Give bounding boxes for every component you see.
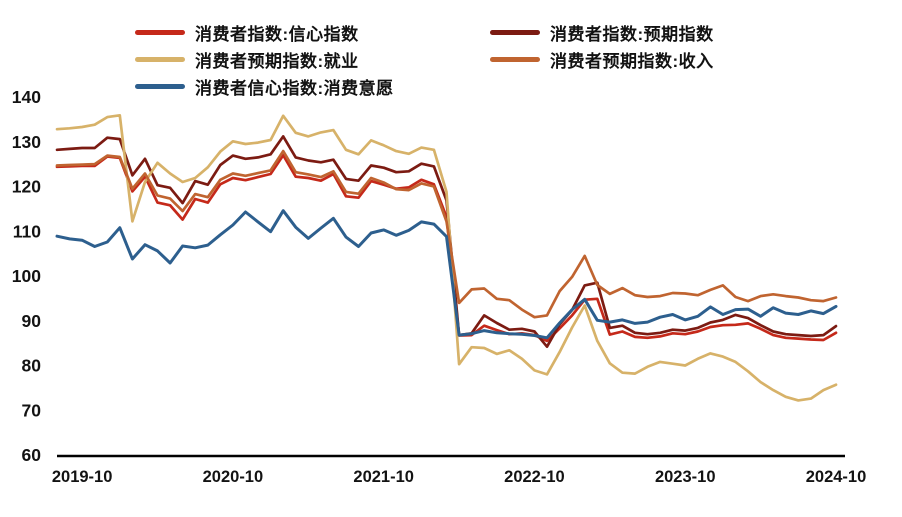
y-axis-labels: 140 130 120 110 100 90 80 70 60 [12, 87, 41, 465]
y-tick-label-140: 140 [12, 87, 41, 107]
legend-item-income: 消费者预期指数:收入 [490, 48, 714, 71]
x-tick-label-2021-10: 2021-10 [353, 468, 414, 486]
income-line-swatch [490, 56, 540, 62]
willingness-line-swatch [135, 83, 185, 89]
y-tick-label-120: 120 [12, 177, 41, 197]
legend-label-employment: 消费者预期指数:就业 [195, 51, 359, 71]
series-line-消费者指数:信心指数 [55, 153, 838, 343]
legend-label-confidence: 消费者指数:信心指数 [195, 24, 359, 44]
y-tick-label-130: 130 [12, 132, 41, 152]
legend-item-confidence: 消费者指数:信心指数 [135, 21, 359, 44]
series-lines [55, 113, 838, 402]
x-tick-label-2020-10: 2020-10 [203, 468, 264, 486]
x-tick-label-2024-10: 2024-10 [806, 468, 867, 486]
confidence-line-swatch [135, 29, 185, 35]
expectation-line-swatch [490, 29, 540, 35]
legend-item-employment: 消费者预期指数:就业 [135, 48, 359, 71]
y-tick-label-70: 70 [22, 400, 42, 420]
series-line-消费者信心指数:消费意愿 [55, 209, 838, 340]
series-line-消费者预期指数:收入 [55, 149, 838, 319]
legend-label-willingness: 消费者信心指数:消费意愿 [195, 78, 394, 98]
legend-label-expectation: 消费者指数:预期指数 [550, 24, 714, 44]
x-tick-label-2022-10: 2022-10 [504, 468, 565, 486]
y-tick-label-90: 90 [22, 311, 42, 331]
legend-item-expectation: 消费者指数:预期指数 [490, 21, 714, 44]
series-line-消费者预期指数:就业 [55, 113, 838, 402]
employment-line-swatch [135, 56, 185, 62]
legend-item-willingness: 消费者信心指数:消费意愿 [135, 75, 394, 98]
y-tick-label-110: 110 [13, 221, 41, 241]
x-tick-label-2019-10: 2019-10 [52, 468, 113, 486]
y-tick-label-80: 80 [22, 356, 42, 376]
y-tick-label-60: 60 [22, 445, 42, 465]
x-tick-label-2023-10: 2023-10 [655, 468, 716, 486]
legend-label-income: 消费者预期指数:收入 [550, 51, 714, 71]
y-tick-label-100: 100 [12, 266, 41, 286]
x-axis-labels: 2019-10 2020-10 2021-10 2022-10 2023-10 2024-… [52, 468, 866, 486]
